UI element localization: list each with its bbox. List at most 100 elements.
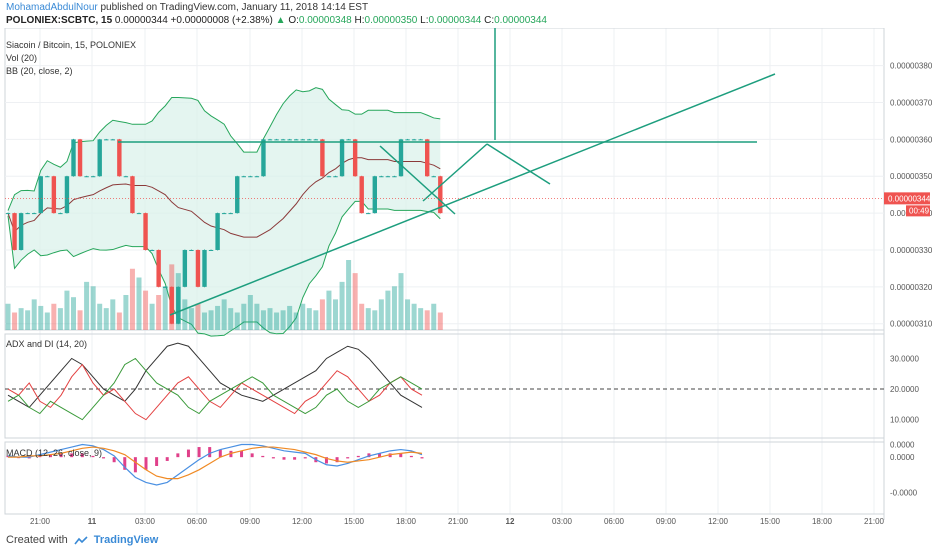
candle-body — [123, 176, 129, 178]
volume-bar — [202, 312, 207, 330]
volume-bar — [300, 303, 306, 330]
volume-bar — [156, 295, 162, 330]
candle-body — [5, 213, 11, 215]
candle-body — [313, 139, 319, 141]
candle-body — [163, 286, 168, 288]
trend-drawings[interactable] — [118, 28, 776, 316]
volume-bar — [405, 299, 411, 330]
macd-histogram-bar — [240, 450, 244, 458]
l-label: L: — [420, 15, 429, 26]
candle-body — [117, 139, 122, 177]
volume-bar — [182, 299, 188, 330]
x-tick-label: 21:00 — [448, 517, 469, 526]
volume-bar — [162, 286, 168, 330]
volume-bar — [274, 312, 280, 330]
macd-histogram-bar — [48, 454, 52, 458]
macd-histogram-bar — [155, 457, 159, 466]
macd-y-tick-label: 0.0000 — [890, 453, 915, 462]
x-tick-label: 21:00 — [30, 517, 51, 526]
candle-body — [287, 139, 292, 141]
created-with-text: Created with — [6, 534, 68, 546]
macd-histogram-bar — [303, 457, 307, 459]
adx-label: ADX and DI (14, 20) — [6, 339, 87, 349]
candle-body — [405, 139, 410, 141]
volume-bar — [359, 303, 365, 330]
volume-bar — [306, 308, 312, 330]
volume-bar — [398, 273, 404, 330]
x-tick-label: 12 — [506, 517, 515, 526]
candle-body — [25, 213, 30, 215]
candle-body — [431, 176, 436, 178]
macd-histogram-bar — [261, 455, 265, 458]
volume-bar — [247, 295, 253, 330]
candle-body — [71, 139, 76, 177]
chart-canvas[interactable]: 0.00000380 0.00000370 0.00000360 0.00000350… — [0, 28, 932, 528]
tradingview-link[interactable]: TradingView — [93, 534, 159, 546]
candle-body — [274, 139, 279, 141]
volume-bar — [418, 308, 424, 330]
volume-bar — [103, 308, 109, 330]
candle-body — [195, 249, 201, 287]
y-tick-label: 0.00000370 — [890, 98, 932, 107]
pane-labels: Siacoin / Bitcoin, 15, POLONIEX Vol (20)… — [6, 40, 136, 458]
volume-bar — [267, 308, 273, 330]
volume-bar — [143, 290, 149, 330]
macd-histogram-bar — [335, 457, 339, 463]
macd-histogram-bar — [38, 455, 42, 458]
candle-body — [352, 139, 358, 177]
candle-body — [169, 286, 174, 324]
macd-histogram-bar — [186, 449, 190, 458]
candle-body — [58, 213, 63, 215]
candle-body — [176, 286, 181, 324]
macd-histogram-bar — [409, 455, 413, 458]
adx-line — [7, 342, 423, 409]
x-tick-label: 03:00 — [135, 517, 156, 526]
volume-bar — [77, 310, 83, 330]
candlesticks — [5, 138, 443, 325]
volume-bar — [44, 312, 50, 330]
volume-bar — [352, 273, 358, 330]
grid-lines — [4, 28, 885, 520]
bb-basis-line — [7, 157, 441, 238]
macd-histogram-bar — [197, 447, 201, 458]
adx-pane — [5, 342, 884, 421]
volume-bar — [254, 303, 260, 330]
macd-histogram-bar — [293, 457, 297, 460]
o-value: 0.00000348 — [298, 15, 352, 26]
volume-bar — [208, 310, 214, 330]
macd-histogram-bar — [59, 453, 63, 458]
volume-bar — [221, 299, 227, 330]
volume-bar — [71, 297, 76, 330]
macd-histogram-bar — [271, 457, 275, 459]
candle-body — [143, 213, 148, 250]
x-tick-label: 12:00 — [708, 517, 729, 526]
change-value: +0.00000008 (+2.38%) — [170, 15, 273, 26]
macd-histogram-bar — [176, 453, 180, 458]
volume-bar — [90, 286, 96, 330]
author-link[interactable]: MohamadAbdulNour — [6, 2, 98, 13]
candle-body — [18, 213, 24, 250]
candle-body — [385, 176, 391, 178]
volume-bar — [424, 310, 430, 330]
y-tick-label: 0.00000320 — [890, 283, 932, 292]
volume-bar — [116, 312, 122, 330]
macd-histogram-bar — [91, 455, 95, 458]
bb-label: BB (20, close, 2) — [6, 66, 73, 76]
macd-histogram-bar — [324, 457, 328, 464]
candle-body — [51, 176, 57, 214]
candle-body — [12, 213, 17, 250]
candle-body — [104, 139, 109, 141]
volume-bar — [293, 312, 299, 330]
x-tick-label: 15:00 — [344, 517, 365, 526]
volume-bar — [378, 299, 384, 330]
volume-bar — [411, 303, 417, 330]
candle-body — [418, 139, 423, 141]
volume-bar — [38, 305, 44, 330]
volume-bar — [241, 303, 247, 330]
ohlc-legend: POLONIEX:SCBTC, 15 0.00000344 +0.0000000… — [6, 15, 547, 26]
adx-y-tick-label: 20.0000 — [890, 385, 919, 394]
volume-bar — [18, 308, 24, 330]
candle-body — [339, 139, 345, 177]
volume-bar — [64, 290, 70, 330]
di-minus-line — [7, 363, 423, 421]
